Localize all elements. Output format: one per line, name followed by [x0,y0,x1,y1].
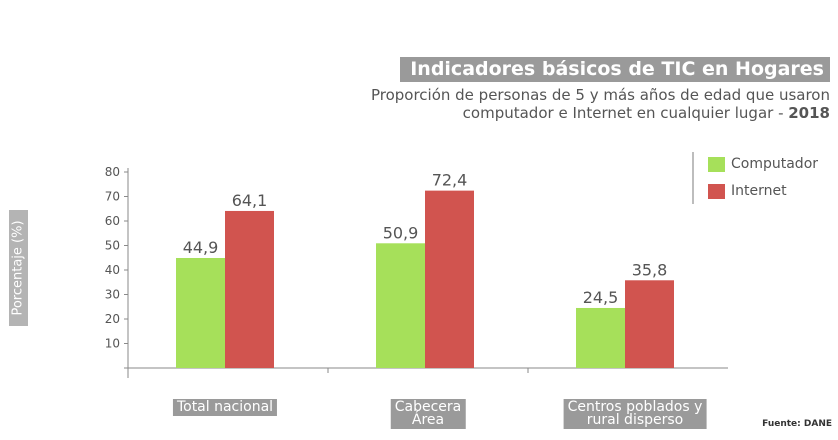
y-tick-label: 40 [105,263,120,277]
category-label-line: Área [411,412,445,428]
category-label-line: Centros poblados y [567,399,703,415]
legend-item-internet: Internet [708,182,787,200]
bar-computador-1 [376,243,425,368]
subtitle-line-1: Proporción de personas de 5 y más años d… [370,86,830,104]
y-tick-label: 60 [105,214,120,228]
y-tick-label: 50 [105,239,120,253]
subtitle-line-2: computador e Internet en cualquier lugar… [310,104,830,122]
chart-subtitle: Proporción de personas de 5 y más años d… [310,86,830,122]
legend-item-computador: Computador [708,155,818,173]
bar-internet-1 [425,190,474,368]
data-label: 64,1 [232,191,268,210]
category-label-centros-poblados: Centros poblados y rural disperso [563,399,707,429]
category-label-line: Cabecera [394,399,462,415]
subtitle-line-2-text: computador e Internet en cualquier lugar… [462,104,789,122]
data-label: 35,8 [632,260,668,279]
y-tick-label: 10 [105,337,120,351]
chart-title: Indicadores básicos de TIC en Hogares [400,57,830,82]
y-axis-label-box [9,210,28,326]
y-tick-label: 70 [105,190,120,204]
bar-internet-0 [225,210,274,368]
legend-swatch-internet [708,183,725,199]
y-tick-label: 80 [105,165,120,179]
category-label-cabecera: Cabecera Área [390,399,466,429]
category-label-line: Total nacional [176,399,274,415]
category-label-total-nacional: Total nacional [172,399,278,416]
data-label: 72,4 [432,171,468,190]
legend-label-computador: Computador [731,156,819,172]
y-tick-label: 20 [105,312,120,326]
category-label-line: rural disperso [586,412,684,428]
data-label: 24,5 [583,288,619,307]
legend-swatch-computador [708,156,725,172]
legend: Computador Internet [692,152,834,204]
y-tick-label: 30 [105,288,120,302]
source-note: Fuente: DANE [762,419,832,429]
bar-computador-0 [176,257,225,368]
bar-computador-2 [576,307,625,368]
legend-label-internet: Internet [731,183,787,199]
data-label: 50,9 [383,223,419,242]
subtitle-year: 2018 [788,104,830,122]
bar-internet-2 [625,280,674,368]
data-label: 44,9 [183,238,219,257]
